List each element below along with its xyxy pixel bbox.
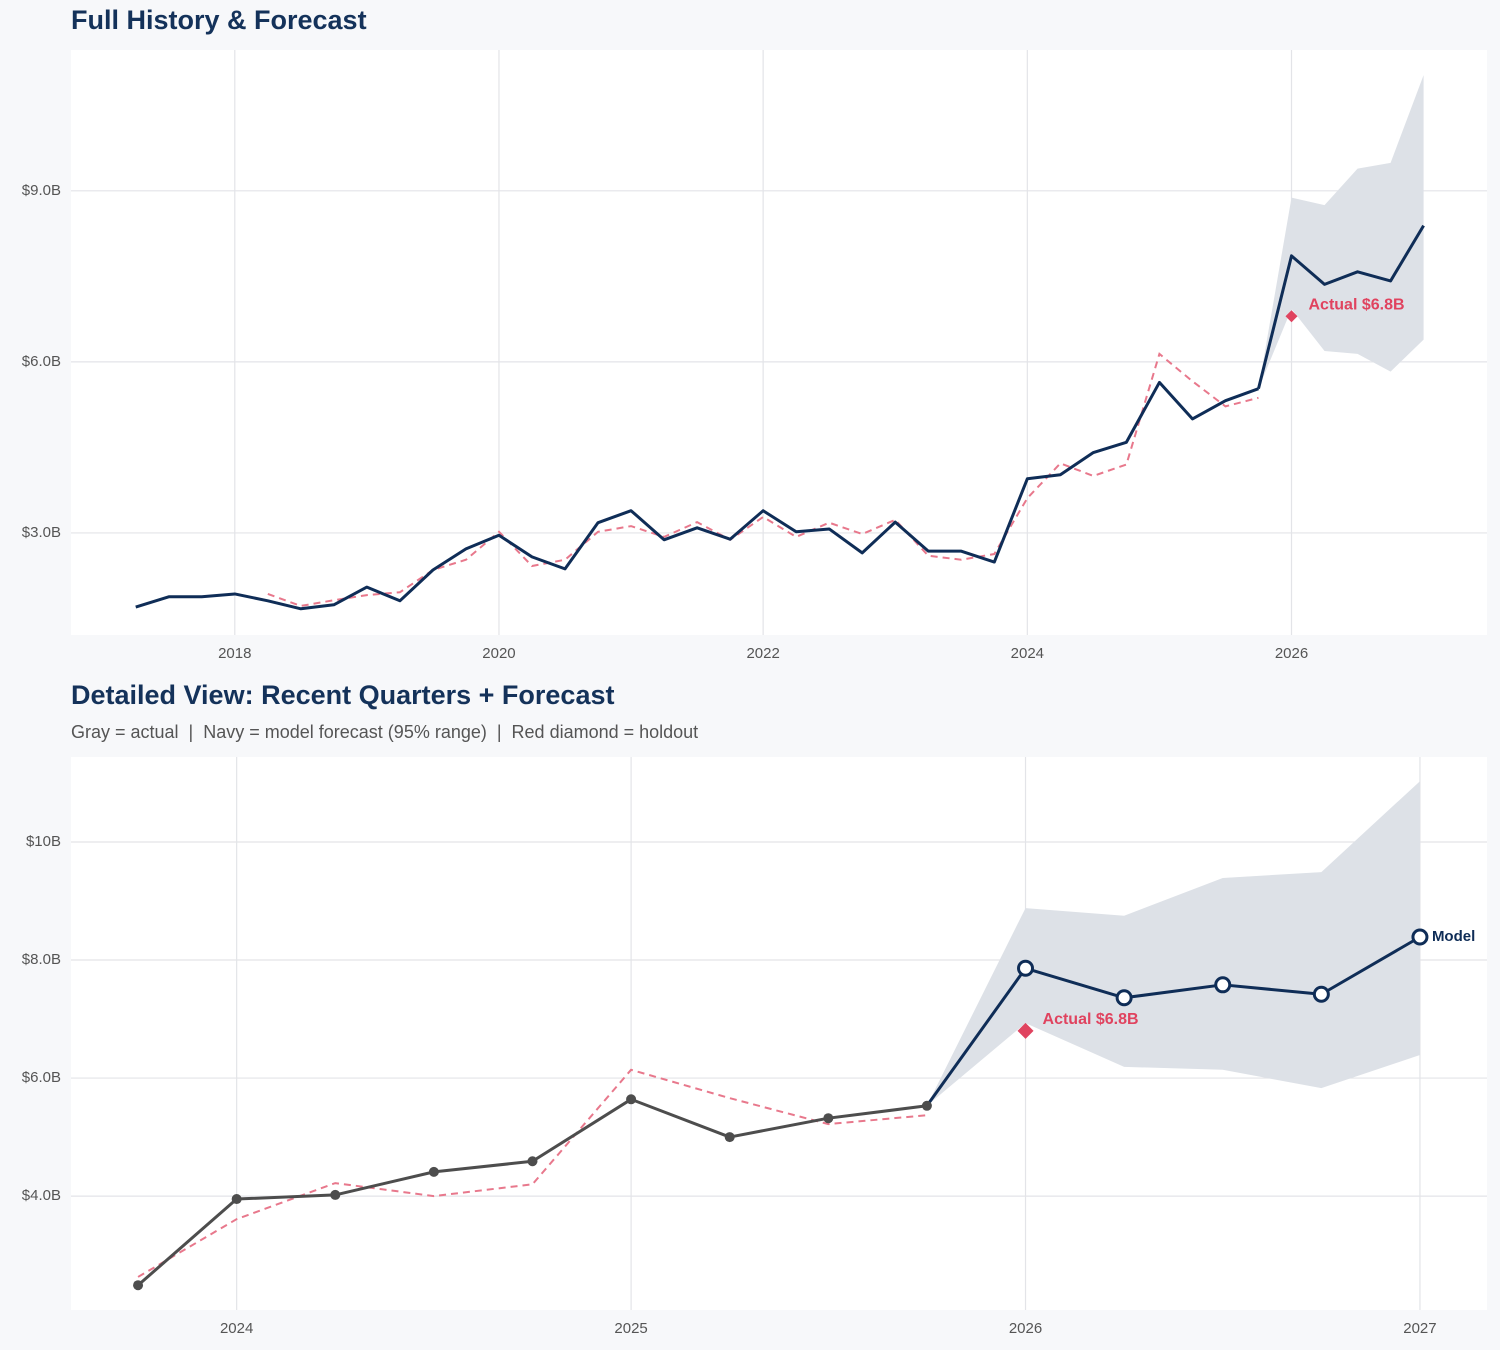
x-tick-label: 2027 <box>1403 1320 1436 1337</box>
forecast-point <box>1411 928 1429 946</box>
x-tick-label: 2020 <box>482 645 515 662</box>
x-tick-label: 2025 <box>614 1320 647 1337</box>
holdout-diamond <box>1017 1022 1034 1039</box>
x-tick-label: 2026 <box>1275 645 1308 662</box>
x-tick-label: 2018 <box>218 645 251 662</box>
chart-title: Detailed View: Recent Quarters + Forecas… <box>71 680 614 710</box>
x-tick-label: 2024 <box>220 1320 253 1337</box>
forecast-line <box>925 935 1421 1107</box>
y-tick-label: $3.0B <box>22 524 61 541</box>
forecast-band <box>926 781 1420 1106</box>
history-point <box>527 1156 538 1167</box>
y-tick-label: $6.0B <box>22 1069 61 1086</box>
y-tick-label: $8.0B <box>22 951 61 968</box>
holdout-diamond <box>1285 310 1298 323</box>
forecast-end-label: Model <box>1432 928 1475 945</box>
history-point <box>231 1194 242 1205</box>
y-tick-label: $6.0B <box>22 353 61 370</box>
y-tick-label: $10B <box>26 833 61 850</box>
forecast-point <box>1017 959 1035 977</box>
history-point <box>330 1189 341 1200</box>
history-point <box>133 1280 144 1291</box>
history-line <box>135 380 1260 611</box>
history-point <box>921 1100 932 1111</box>
history-point <box>823 1113 834 1124</box>
holdout-label: Actual $6.8B <box>1043 1011 1139 1028</box>
x-tick-label: 2026 <box>1009 1320 1042 1337</box>
forecast-point <box>1312 985 1330 1003</box>
history-point <box>724 1132 735 1143</box>
forecast-line <box>1257 224 1425 390</box>
holdout-label: Actual $6.8B <box>1309 296 1405 313</box>
y-tick-label: $9.0B <box>22 182 61 199</box>
y-tick-label: $4.0B <box>22 1187 61 1204</box>
history-point <box>626 1094 637 1105</box>
x-tick-label: 2022 <box>746 645 779 662</box>
forecast-band <box>1258 75 1424 389</box>
chart-subtitle: Gray = actual | Navy = model forecast (9… <box>71 722 698 742</box>
plot-area <box>71 50 1487 635</box>
x-tick-label: 2024 <box>1011 645 1044 662</box>
history-point <box>428 1166 439 1177</box>
fit-line <box>137 1068 928 1278</box>
forecast-point <box>1214 976 1232 994</box>
chart-title: Full History & Forecast <box>71 5 367 35</box>
forecast-point <box>1115 989 1133 1007</box>
